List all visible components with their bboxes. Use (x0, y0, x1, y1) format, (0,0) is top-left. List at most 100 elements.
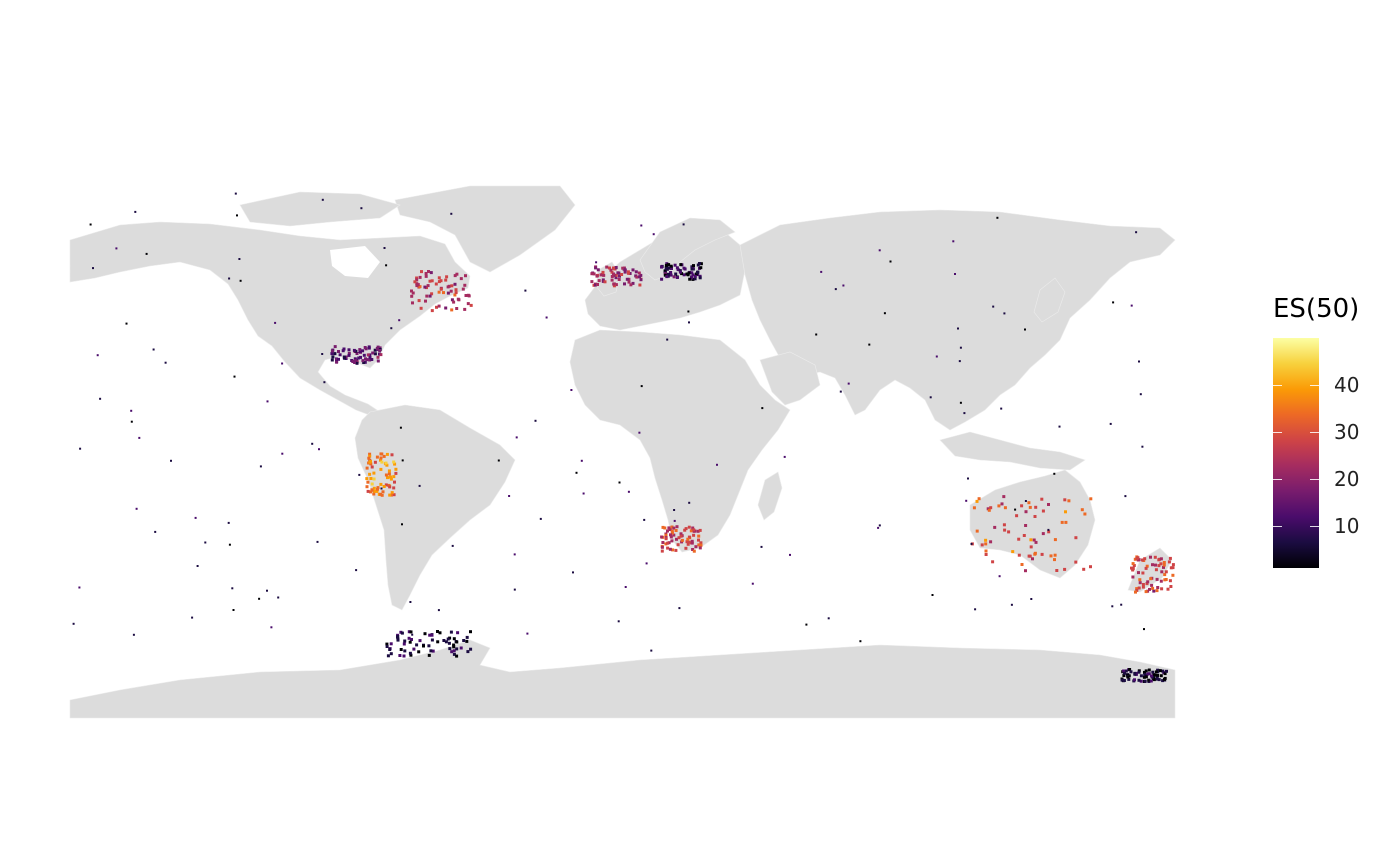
es50-cell-baltic-sea (678, 270, 682, 274)
es50-cell-south-africa (666, 546, 670, 550)
es50-cell-australia-coast (1027, 554, 1031, 558)
es50-cell-antarctic-peninsula (422, 644, 425, 648)
es50-cell-australia-coast (1082, 567, 1086, 571)
es50-cell-new-zealand (1163, 578, 1167, 582)
es50-cell-ross-sea (1151, 670, 1155, 674)
es50-cell-new-zealand (1141, 585, 1145, 589)
es50-cell-antarctic-peninsula (403, 639, 407, 643)
es50-cell-new-zealand (1132, 564, 1136, 567)
es50-cell-new-zealand (1151, 586, 1155, 590)
es50-cell-peru-coast (370, 465, 374, 469)
es50-cell-peru-coast (379, 467, 383, 471)
es50-cell-antarctic-peninsula (455, 654, 459, 658)
es50-cell-north-atlantic-europe (612, 272, 615, 276)
es50-cell-antarctic-peninsula (428, 633, 432, 637)
es50-cell-peru-coast (367, 456, 371, 460)
es50-cell-ocean (539, 517, 542, 520)
es50-cell-gulf-of-mexico (368, 358, 372, 362)
es50-cell-us-east-coast (437, 304, 441, 308)
es50-cell-ocean (965, 499, 968, 502)
es50-cell-gulf-of-mexico (330, 358, 334, 362)
es50-cell-ocean (236, 214, 238, 217)
es50-cell-ocean (640, 385, 643, 388)
es50-cell-antarctic-peninsula (465, 639, 469, 643)
es50-cell-australia-coast (1089, 565, 1092, 569)
es50-cell-baltic-sea (692, 264, 695, 268)
es50-cell-ocean (998, 575, 1001, 578)
es50-cell-australia-coast (1003, 528, 1007, 532)
es50-cell-australia-coast (1034, 505, 1038, 509)
es50-cell-ocean (783, 455, 786, 458)
es50-cell-ocean (868, 343, 871, 346)
es50-cell-ross-sea (1122, 679, 1126, 682)
es50-cell-north-atlantic-europe (621, 266, 625, 270)
es50-cell-antarctic-peninsula (402, 642, 406, 646)
legend-tick-mark (1310, 431, 1319, 433)
es50-cell-gulf-of-mexico (363, 346, 367, 349)
es50-cell-gulf-of-mexico (335, 360, 339, 364)
es50-cell-ocean (582, 492, 585, 495)
es50-cell-peru-coast (379, 458, 382, 462)
es50-cell-new-zealand (1167, 560, 1171, 564)
es50-cell-south-africa (687, 535, 691, 539)
es50-cell-ross-sea (1137, 678, 1141, 682)
es50-cell-south-africa (672, 526, 676, 530)
es50-cell-ocean (760, 545, 763, 548)
es50-cell-antarctic-peninsula (396, 635, 400, 638)
es50-cell-ocean (1124, 495, 1127, 498)
es50-cell-australia-coast (1060, 520, 1064, 524)
es50-cell-ocean (78, 586, 81, 589)
es50-cell-south-africa (660, 545, 664, 549)
es50-cell-ross-sea (1149, 679, 1153, 683)
es50-cell-south-africa (671, 548, 675, 552)
es50-cell-north-atlantic-europe (620, 273, 624, 276)
es50-cell-us-east-coast (437, 290, 441, 294)
legend-tick-label: 20 (1334, 466, 1360, 491)
es50-cell-baltic-sea (694, 272, 698, 276)
es50-cell-ocean (513, 588, 516, 591)
es50-cell-ross-sea (1154, 670, 1158, 674)
es50-cell-ocean (954, 273, 956, 275)
es50-cell-us-east-coast (450, 298, 454, 302)
es50-cell-peru-coast (379, 482, 383, 486)
es50-cell-peru-coast (376, 486, 380, 490)
es50-cell-new-zealand (1143, 557, 1147, 561)
es50-cell-us-east-coast (444, 306, 448, 310)
es50-cell-ross-sea (1144, 669, 1148, 673)
es50-cell-south-africa (663, 526, 667, 530)
es50-cell-us-east-coast (411, 291, 415, 295)
es50-cell-us-east-coast (425, 294, 429, 298)
es50-cell-south-africa (694, 545, 698, 549)
es50-cell-ocean (751, 582, 754, 585)
es50-cell-us-east-coast (439, 287, 443, 291)
es50-cell-ross-sea (1122, 669, 1126, 673)
es50-cell-ross-sea (1147, 672, 1151, 676)
es50-cell-antarctic-peninsula (452, 645, 456, 649)
es50-cell-ocean (398, 319, 401, 322)
es50-cell-antarctic-peninsula (402, 654, 406, 658)
es50-cell-antarctic-peninsula (447, 641, 451, 645)
es50-cell-south-africa (668, 528, 672, 531)
es50-cell-new-zealand (1166, 587, 1170, 591)
es50-cell-ocean (191, 616, 194, 619)
es50-cell-ocean (820, 270, 823, 273)
es50-cell-south-africa (676, 543, 680, 547)
es50-cell-north-atlantic-europe (608, 266, 611, 270)
es50-cell-baltic-sea (693, 274, 697, 278)
es50-cell-new-zealand (1168, 556, 1172, 560)
es50-cell-ocean (878, 249, 881, 252)
es50-cell-south-africa (666, 541, 670, 545)
es50-cell-antarctic-peninsula (452, 637, 456, 641)
es50-cell-us-east-coast (464, 294, 468, 297)
es50-cell-south-africa (685, 540, 689, 544)
es50-cell-gulf-of-mexico (370, 358, 374, 361)
es50-cell-gulf-of-mexico (379, 353, 383, 357)
es50-cell-south-africa (689, 529, 693, 533)
legend-tick-mark (1273, 478, 1282, 480)
es50-cell-baltic-sea (664, 267, 668, 270)
es50-cell-peru-coast (384, 483, 388, 487)
es50-cell-ocean (673, 519, 676, 522)
es50-cell-ocean (575, 471, 578, 474)
es50-cell-antarctic-peninsula (459, 646, 463, 650)
es50-cell-south-africa (670, 529, 674, 533)
